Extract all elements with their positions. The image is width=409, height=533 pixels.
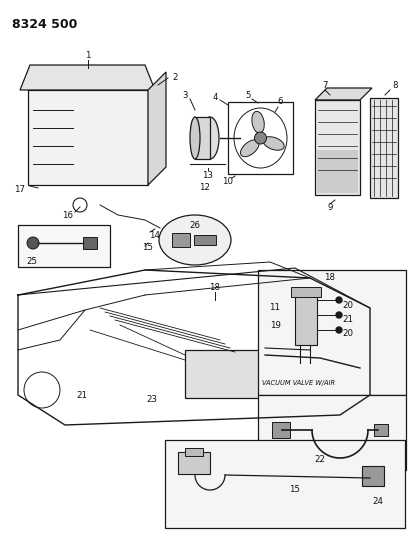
Ellipse shape [189,117,200,159]
Bar [164,440,404,528]
Bar [28,90,148,185]
Circle shape [319,365,329,375]
Bar [195,117,209,159]
Text: 8324 500: 8324 500 [12,18,77,31]
Bar [18,225,110,267]
Bar [184,350,264,398]
Text: 4: 4 [212,93,217,102]
Ellipse shape [240,140,258,157]
Text: 21: 21 [342,316,353,325]
Text: 3: 3 [182,91,187,100]
Circle shape [335,297,341,303]
Text: 16: 16 [62,211,73,220]
Polygon shape [314,88,371,100]
Bar [257,270,405,395]
Ellipse shape [200,117,218,159]
Text: 15: 15 [142,244,153,253]
Text: 13: 13 [202,171,213,180]
Text: 17: 17 [14,185,25,195]
Bar [369,98,397,198]
Text: 9: 9 [326,204,332,213]
Text: 1: 1 [85,51,90,60]
Text: 18: 18 [324,272,335,281]
Ellipse shape [159,215,230,265]
Text: 5: 5 [245,91,250,100]
Polygon shape [20,65,155,90]
Bar [361,466,383,486]
Bar [193,235,216,245]
Polygon shape [148,72,166,185]
Text: 24: 24 [372,497,382,506]
Ellipse shape [263,136,283,150]
Bar [314,100,359,195]
Bar [172,233,189,247]
Circle shape [254,132,266,144]
Text: 18: 18 [209,284,220,293]
Text: 10: 10 [222,177,233,187]
Bar [178,452,209,474]
Text: 22: 22 [314,456,325,464]
Text: 12: 12 [199,183,210,192]
Text: 23: 23 [146,395,157,405]
Bar [227,102,292,174]
Text: 21: 21 [76,391,87,400]
Bar [373,424,387,436]
Text: 25: 25 [27,257,37,266]
Text: 19: 19 [269,320,280,329]
Circle shape [27,237,39,249]
Text: 2: 2 [172,74,178,83]
Bar [83,237,97,249]
Text: 26: 26 [189,221,200,230]
Text: 20: 20 [342,302,353,311]
Ellipse shape [251,111,264,133]
Bar [294,295,316,345]
Text: 6: 6 [276,98,282,107]
Bar [271,422,289,438]
Text: 15: 15 [289,486,300,495]
Text: 8: 8 [391,82,397,91]
Bar [316,150,357,193]
Text: VACUUM VALVE W/AIR: VACUUM VALVE W/AIR [261,380,334,386]
Circle shape [335,312,341,318]
Bar [184,448,202,456]
Circle shape [335,327,341,333]
Bar [290,287,320,297]
Text: 7: 7 [321,82,327,91]
Text: 20: 20 [342,329,353,338]
Text: 11: 11 [269,303,280,312]
Text: 14: 14 [149,230,160,239]
Bar [257,395,405,470]
